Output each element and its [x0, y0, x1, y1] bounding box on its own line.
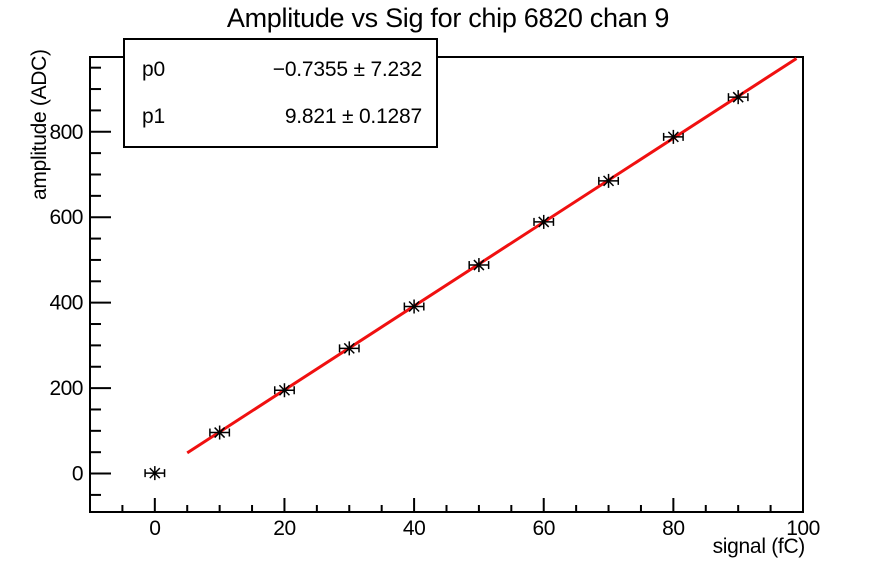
- fit-line: [186, 57, 798, 455]
- stats-p1-label: p1: [142, 104, 165, 128]
- y-tick-label: 400: [49, 292, 83, 315]
- stats-p0-label: p0: [142, 57, 165, 81]
- data-point-marker: [144, 466, 166, 481]
- data-point-marker: [468, 258, 490, 273]
- data-point-marker: [403, 299, 425, 314]
- stats-p0-value: −0.7355 ± 7.232: [272, 57, 422, 81]
- data-point-marker: [338, 341, 360, 356]
- fit-stats-box: p0 −0.7355 ± 7.232 p1 9.821 ± 0.1287: [123, 38, 438, 148]
- data-point-marker: [533, 214, 555, 229]
- x-tick-label: 40: [403, 517, 425, 540]
- y-tick-label: 600: [49, 206, 83, 229]
- y-tick-label: 200: [49, 377, 83, 400]
- data-point-marker: [209, 425, 231, 440]
- x-tick-label: 60: [533, 517, 555, 540]
- y-axis-ticks: 0 200 400 600 800: [49, 66, 111, 496]
- stats-p1-value: 9.821 ± 0.1287: [284, 104, 422, 128]
- data-point-marker: [727, 90, 749, 105]
- x-tick-label: 0: [149, 517, 160, 540]
- x-axis-title: signal (fC): [712, 535, 806, 558]
- data-point-marker: [273, 383, 295, 398]
- data-point-marker: [598, 173, 620, 188]
- x-axis-ticks: 0 20 40 60 80 100: [121, 498, 820, 540]
- x-tick-label: 100: [786, 517, 820, 540]
- plot-title: Amplitude vs Sig for chip 6820 chan 9: [226, 3, 670, 33]
- stats-row-p1: p1 9.821 ± 0.1287: [125, 105, 436, 129]
- data-points: [144, 90, 749, 481]
- y-tick-label: 800: [49, 121, 83, 144]
- y-tick-label: 0: [72, 463, 83, 486]
- x-tick-label: 20: [273, 517, 295, 540]
- stats-row-p0: p0 −0.7355 ± 7.232: [125, 58, 436, 82]
- x-tick-label: 80: [662, 517, 684, 540]
- data-point-marker: [662, 129, 684, 144]
